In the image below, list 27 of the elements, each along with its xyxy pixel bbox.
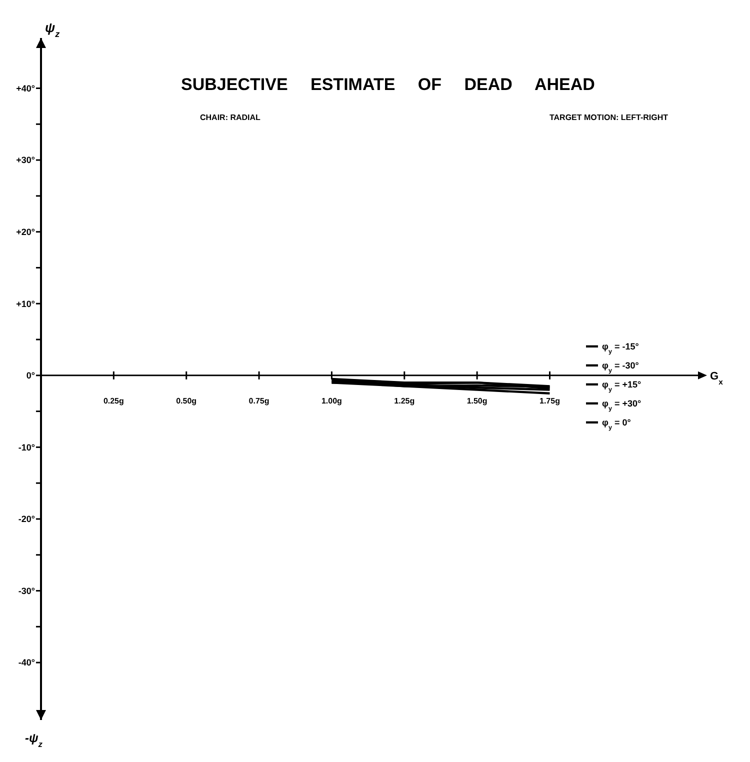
annotation: TARGET MOTION: LEFT-RIGHT — [549, 113, 668, 122]
y-tick-label: +20° — [16, 226, 36, 237]
y-tick-label: -10° — [18, 442, 36, 452]
y-axis-title: ψ$_{z}$ — [45, 20, 60, 39]
legend-label: φ$_{y}$ = -30° — [602, 360, 640, 374]
y-tick-label: 0° — [26, 370, 36, 381]
x-axis-title: G$_{x}$ — [710, 370, 724, 386]
y-tick-label: -40° — [18, 658, 36, 668]
legend-label: φ$_{y}$ = +30° — [602, 398, 642, 412]
text: CHAIR: RADIAL — [200, 113, 261, 122]
x-tick-label: 1.50g — [466, 396, 488, 406]
x-tick-label: 0.75g — [248, 396, 270, 406]
x-tick-label: 0.50g — [176, 396, 197, 406]
legend-label: φ$_{y}$ = -15° — [602, 341, 640, 355]
y-tick-label: +10° — [16, 298, 36, 309]
x-tick-label: 1.00g — [321, 396, 342, 406]
y-tick-label: -30° — [18, 586, 36, 596]
x-tick-label: 1.25g — [394, 396, 415, 406]
legend-label: φ$_{y}$ = +15° — [602, 379, 642, 393]
y-tick-label: +40° — [16, 83, 36, 94]
text: -ψ$_{z}$ — [25, 731, 44, 749]
y-tick-label: -20° — [18, 514, 36, 524]
x-tick-label: 1.75g — [540, 396, 560, 406]
x-tick-label: 0.25g — [103, 396, 124, 406]
legend-label: φ$_{y}$ = 0° — [602, 417, 632, 431]
y-tick-label: +30° — [16, 155, 36, 166]
text: SUBJECTIVE ESTIMATE OF DEAD AHEAD — [181, 75, 595, 94]
